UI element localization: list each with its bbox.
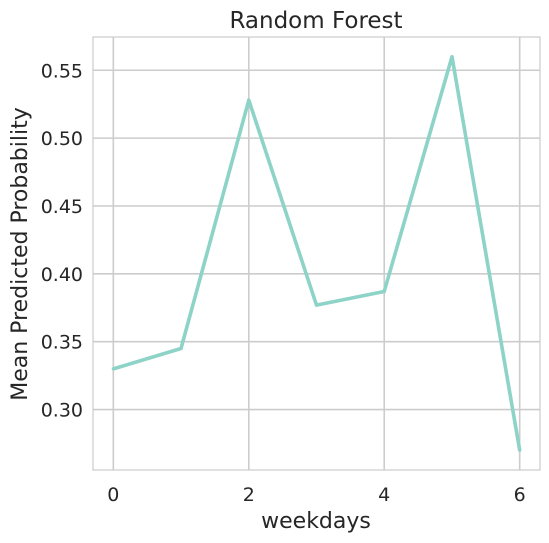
y-tick-label: 0.55 <box>41 60 83 82</box>
y-tick-label: 0.45 <box>41 196 83 218</box>
series-layer <box>112 55 522 452</box>
data-point <box>383 290 386 293</box>
x-tick-label: 0 <box>107 484 119 506</box>
y-tick-label: 0.30 <box>41 400 83 422</box>
y-tick-label: 0.35 <box>41 332 83 354</box>
y-tick-label: 0.40 <box>41 264 83 286</box>
chart-title: Random Forest <box>229 8 402 34</box>
y-tick-label: 0.50 <box>41 128 83 150</box>
series-line <box>113 57 519 451</box>
data-point <box>315 303 318 306</box>
x-axis-ticks: 0 2 4 6 <box>107 484 525 506</box>
y-axis-label: Mean Predicted Probability <box>8 107 33 401</box>
plot-area <box>93 37 540 470</box>
y-axis-ticks: 0.30 0.35 0.40 0.45 0.50 0.55 <box>41 60 83 421</box>
grid <box>93 37 540 470</box>
data-point <box>179 347 182 350</box>
x-tick-label: 6 <box>514 484 526 506</box>
data-point <box>518 449 521 452</box>
data-point <box>247 99 250 102</box>
x-tick-label: 4 <box>378 484 390 506</box>
data-point <box>112 367 115 370</box>
x-axis-label: weekdays <box>261 509 371 534</box>
data-point <box>450 55 453 58</box>
x-tick-label: 2 <box>243 484 255 506</box>
